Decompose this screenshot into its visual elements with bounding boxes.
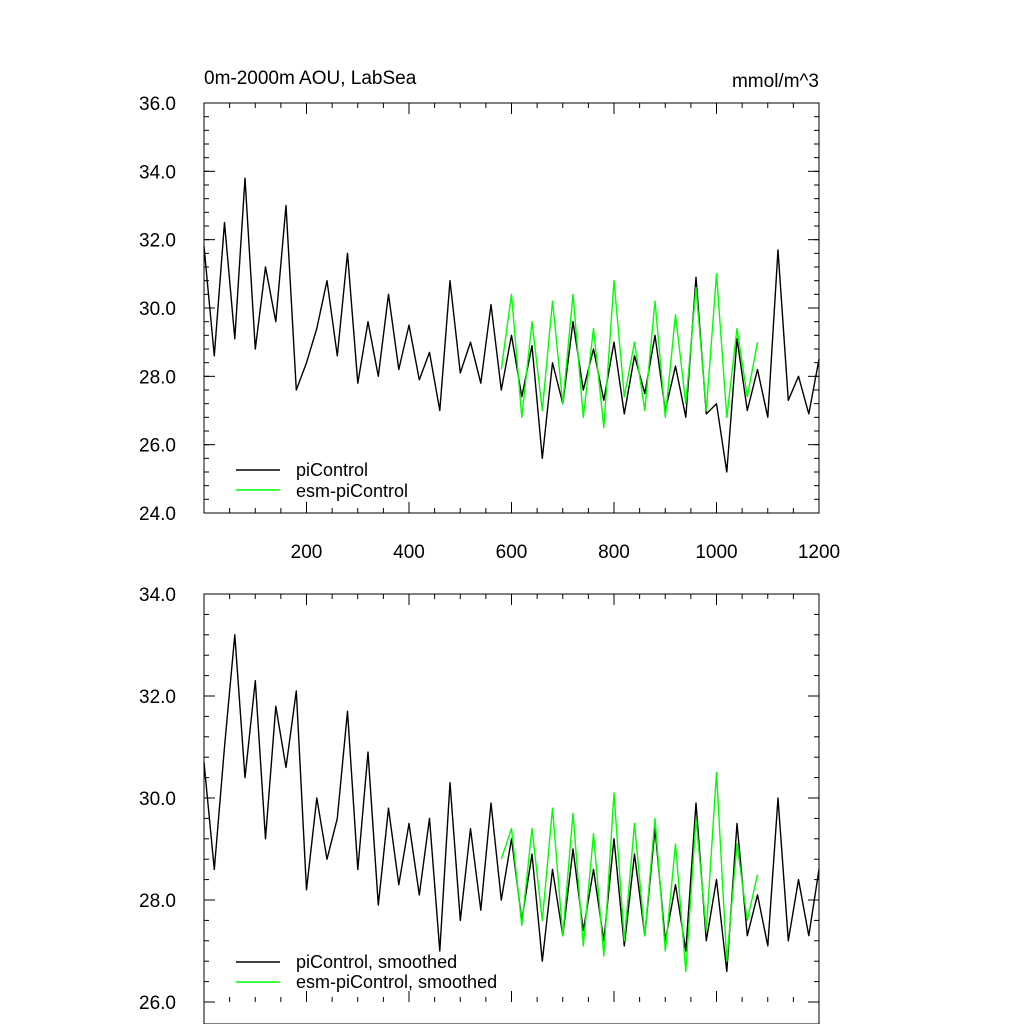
top-axis-ticks: 24.0 26.0 28.0 30.0 32.0 34.0 36.0 200 400 600 800… [139, 94, 840, 563]
top-xtick-label: 200 [291, 542, 323, 563]
top-ytick-label: 26.0 [139, 436, 176, 457]
top-ytick-label: 34.0 [139, 162, 176, 183]
top-series-line-esm-picontrol [500, 273, 759, 429]
top-ytick-label: 32.0 [139, 231, 176, 252]
bottom-legend: piControl, smoothed esm-piControl, smoot… [236, 952, 497, 992]
top-legend: piControl esm-piControl [236, 460, 408, 501]
top-chart-title: 0m-2000m AOU, LabSea [204, 68, 417, 89]
bottom-ytick-label: 30.0 [139, 789, 176, 810]
bottom-plot-lines [203, 634, 820, 973]
legend-label-esm-picontrol-smoothed: esm-piControl, smoothed [296, 972, 497, 992]
top-xtick-label: 1200 [798, 542, 840, 563]
legend-label-picontrol-smoothed: piControl, smoothed [296, 952, 457, 972]
legend-label-picontrol: piControl [296, 460, 368, 480]
bottom-ytick-label: 32.0 [139, 687, 176, 708]
top-ytick-label: 30.0 [139, 299, 176, 320]
top-xtick-label: 400 [393, 542, 425, 563]
top-ytick-label: 24.0 [139, 504, 176, 525]
top-panel: 24.0 26.0 28.0 30.0 32.0 34.0 36.0 200 400 600 800… [139, 68, 840, 563]
bottom-ytick-label: 28.0 [139, 891, 176, 912]
top-chart-units: mmol/m^3 [732, 71, 819, 92]
top-plot-lines [203, 177, 820, 473]
top-xtick-label: 800 [598, 542, 630, 563]
legend-label-esm-picontrol: esm-piControl [296, 481, 408, 501]
bottom-ytick-label: 34.0 [139, 585, 176, 606]
top-plot-frame [203, 102, 820, 514]
bottom-ytick-label: 26.0 [139, 993, 176, 1014]
top-ytick-label: 36.0 [139, 94, 176, 115]
top-series-line-picontrol [203, 177, 820, 473]
bottom-axis-ticks: 26.0 28.0 30.0 32.0 34.0 [139, 585, 820, 1014]
top-xtick-label: 1000 [695, 542, 737, 563]
bottom-series-line-esm-picontrol [500, 771, 759, 973]
top-ytick-label: 28.0 [139, 367, 176, 388]
bottom-series-line-picontrol [203, 634, 820, 973]
top-xtick-label: 600 [496, 542, 528, 563]
bottom-panel: 26.0 28.0 30.0 32.0 34.0 piControl, smoothed… [139, 585, 820, 1024]
